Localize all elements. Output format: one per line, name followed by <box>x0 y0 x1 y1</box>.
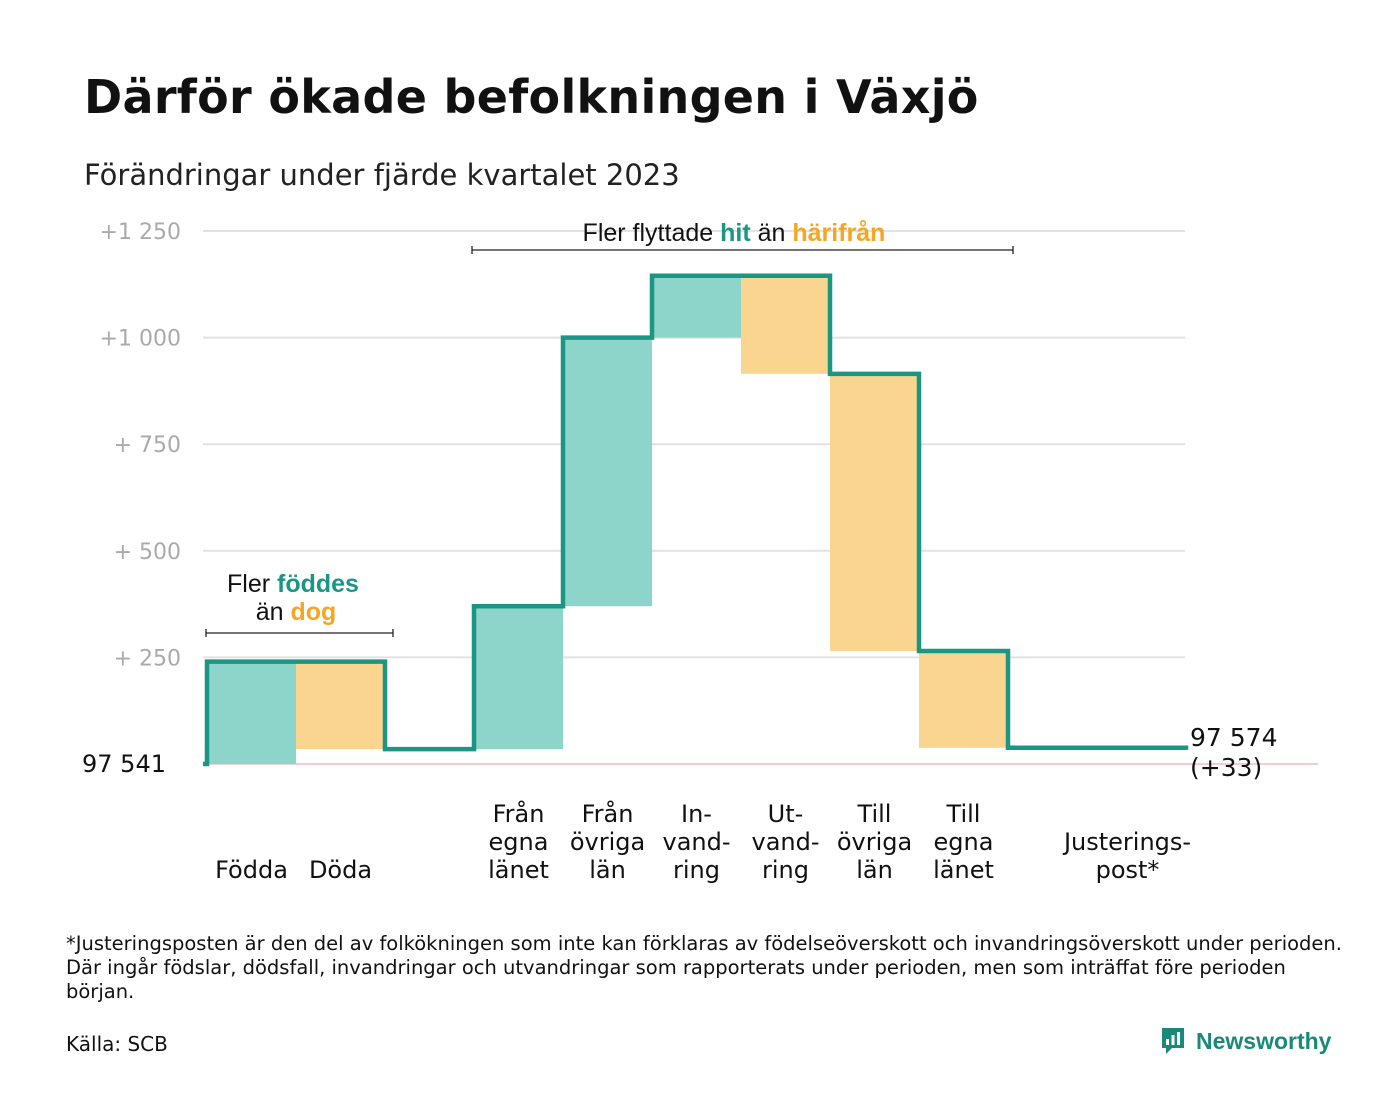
y-tick-label: + 250 <box>114 646 181 671</box>
newsworthy-logo-icon <box>1162 1028 1184 1054</box>
x-category-label: övriga <box>837 828 912 856</box>
increase-bar <box>207 661 296 764</box>
x-category-label: In- <box>681 800 712 828</box>
x-category-label: Justerings- <box>1062 828 1191 856</box>
x-category-label: övriga <box>570 828 645 856</box>
decrease-bar <box>830 373 919 652</box>
x-category-label: ring <box>762 856 809 884</box>
x-category-label: länet <box>488 856 549 884</box>
waterfall-chart: + 250 + 500 + 750 +1 000 +1 250 Födda Döda Från… <box>82 219 1318 884</box>
moves-bracket <box>471 246 1014 254</box>
decrease-bar <box>296 661 385 750</box>
chart-title: Därför ökade befolkningen i Växjö <box>84 70 979 124</box>
y-tick-label: + 500 <box>114 540 181 565</box>
decrease-bar <box>919 651 1008 748</box>
y-tick-label: +1 250 <box>100 220 181 245</box>
chart-subtitle: Förändringar under fjärde kvartalet 2023 <box>84 158 680 192</box>
x-category-label: egna <box>934 828 994 856</box>
births-annotation-line2: än dog <box>256 598 337 626</box>
y-tick-label: +1 000 <box>100 327 181 352</box>
x-category-label: Från <box>582 799 634 828</box>
x-category-label: länet <box>933 856 994 884</box>
source-note: Källa: SCB <box>66 1032 168 1056</box>
y-tick-label: + 750 <box>114 433 181 458</box>
x-category-label: ring <box>673 856 720 884</box>
increase-bar <box>474 606 563 750</box>
x-category-label: Döda <box>309 856 372 884</box>
brand-logo: Newsworthy <box>1160 1026 1331 1056</box>
x-category-label: Till <box>857 800 892 828</box>
x-category-label: län <box>856 856 893 884</box>
end-value-label: 97 574 <box>1190 723 1277 752</box>
births-annotation-line1: Fler föddes <box>227 570 359 598</box>
increase-bar <box>563 337 652 607</box>
start-value-label: 97 541 <box>82 750 166 778</box>
x-category-label: län <box>589 856 626 884</box>
x-category-label: Till <box>946 800 981 828</box>
births-bracket <box>205 629 394 637</box>
x-category-label: Från <box>493 799 545 828</box>
moves-annotation: Fler flyttade hit än härifrån <box>583 219 886 247</box>
x-category-label: vand- <box>751 828 819 856</box>
cumulative-step-line <box>203 273 1189 767</box>
x-category-label: Ut- <box>768 800 804 828</box>
footnote: *Justeringsposten är den del av folkökni… <box>66 932 1342 1003</box>
brand-name: Newsworthy <box>1196 1027 1332 1054</box>
x-category-label: egna <box>489 828 549 856</box>
x-category-label: vand- <box>662 828 730 856</box>
x-category-label: post* <box>1096 856 1160 884</box>
increase-bar <box>652 275 741 338</box>
decrease-bar <box>741 275 830 374</box>
x-category-label: Födda <box>215 856 288 884</box>
end-change-label: (+33) <box>1190 753 1262 782</box>
